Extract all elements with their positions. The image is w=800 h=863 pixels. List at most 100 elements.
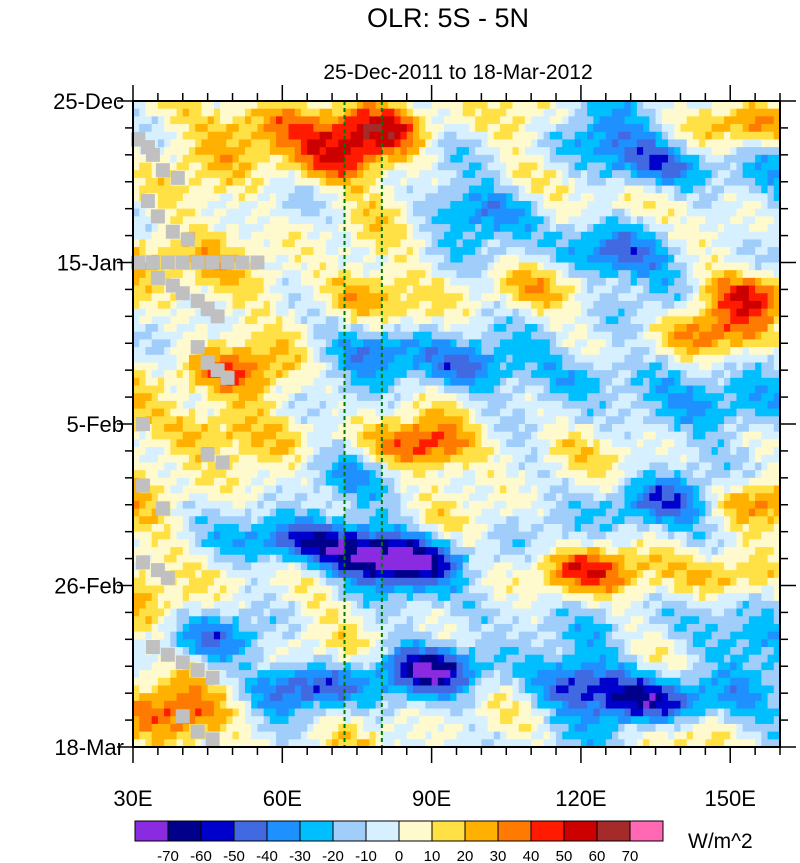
field-cell bbox=[736, 200, 744, 210]
field-cell bbox=[269, 208, 277, 217]
field-cell bbox=[748, 193, 756, 202]
field-cell bbox=[618, 162, 626, 171]
field-cell bbox=[313, 424, 321, 433]
field-cell bbox=[369, 331, 377, 340]
field-cell bbox=[319, 108, 327, 117]
field-cell bbox=[332, 385, 339, 394]
field-cell bbox=[699, 254, 706, 264]
field-cell bbox=[170, 208, 178, 217]
field-cell bbox=[139, 101, 147, 110]
field-cell bbox=[587, 462, 594, 471]
field-cell bbox=[170, 139, 178, 148]
field-cell bbox=[325, 339, 333, 348]
field-cell bbox=[556, 316, 563, 325]
field-cell bbox=[524, 216, 532, 225]
field-cell bbox=[238, 185, 246, 194]
field-cell bbox=[543, 308, 551, 317]
field-cell bbox=[288, 370, 296, 379]
field-cell bbox=[244, 308, 252, 317]
field-cell bbox=[133, 393, 140, 402]
field-cell bbox=[207, 101, 215, 110]
field-cell bbox=[506, 108, 514, 117]
field-cell bbox=[543, 270, 551, 279]
field-cell bbox=[344, 385, 352, 394]
field-cell bbox=[518, 362, 526, 371]
field-cell bbox=[518, 447, 526, 456]
field-cell bbox=[363, 108, 370, 117]
field-cell bbox=[151, 224, 159, 233]
field-cell bbox=[755, 147, 762, 156]
field-cell bbox=[282, 377, 290, 387]
field-cell bbox=[344, 354, 352, 364]
field-cell bbox=[574, 254, 582, 264]
field-cell bbox=[288, 377, 296, 387]
field-cell bbox=[574, 424, 582, 433]
field-cell bbox=[661, 293, 669, 302]
field-cell bbox=[475, 124, 482, 133]
field-cell bbox=[568, 139, 576, 148]
field-cell bbox=[748, 277, 756, 287]
field-cell bbox=[705, 347, 713, 356]
field-cell bbox=[151, 431, 159, 440]
field-cell bbox=[220, 247, 227, 256]
field-cell bbox=[294, 431, 302, 440]
field-cell bbox=[394, 439, 402, 448]
field-cell bbox=[151, 454, 159, 464]
field-cell bbox=[531, 324, 538, 333]
field-cell bbox=[475, 270, 482, 279]
field-cell bbox=[139, 231, 147, 241]
field-cell bbox=[649, 424, 657, 433]
field-cell bbox=[686, 185, 694, 194]
field-cell bbox=[636, 216, 644, 225]
field-cell bbox=[462, 262, 470, 271]
field-cell bbox=[456, 347, 464, 356]
field-cell bbox=[587, 193, 594, 202]
field-cell bbox=[195, 193, 203, 202]
field-cell bbox=[294, 462, 302, 471]
field-cell bbox=[568, 293, 576, 302]
field-cell bbox=[643, 308, 650, 317]
field-cell bbox=[400, 331, 408, 340]
field-cell bbox=[170, 185, 178, 194]
field-cell bbox=[276, 147, 283, 156]
field-cell bbox=[717, 454, 725, 464]
field-cell bbox=[686, 408, 694, 417]
field-cell bbox=[643, 216, 650, 225]
field-cell bbox=[238, 385, 246, 394]
field-cell bbox=[269, 124, 277, 133]
field-cell bbox=[244, 362, 252, 371]
field-cell bbox=[742, 424, 750, 433]
field-cell bbox=[543, 124, 551, 133]
field-cell bbox=[593, 239, 601, 248]
field-cell bbox=[549, 247, 557, 256]
field-cell bbox=[437, 247, 445, 256]
field-cell bbox=[531, 216, 538, 225]
field-cell bbox=[543, 462, 551, 471]
field-cell bbox=[636, 285, 644, 294]
olr-field bbox=[133, 101, 781, 748]
field-cell bbox=[655, 224, 663, 233]
field-cell bbox=[363, 124, 370, 133]
field-cell bbox=[381, 277, 389, 287]
field-cell bbox=[257, 454, 265, 464]
field-cell bbox=[481, 439, 489, 448]
field-cell bbox=[680, 124, 688, 133]
field-cell bbox=[500, 108, 507, 117]
field-cell bbox=[363, 354, 370, 364]
field-cell bbox=[319, 277, 327, 287]
field-cell bbox=[543, 347, 551, 356]
field-cell bbox=[356, 185, 364, 194]
field-cell bbox=[724, 424, 731, 433]
field-cell bbox=[556, 247, 563, 256]
field-cell bbox=[487, 385, 495, 394]
field-cell bbox=[363, 116, 370, 125]
field-cell bbox=[437, 408, 445, 417]
field-cell bbox=[705, 462, 713, 471]
field-cell bbox=[755, 454, 762, 464]
field-cell bbox=[319, 293, 327, 302]
field-cell bbox=[157, 408, 165, 417]
field-cell bbox=[537, 177, 545, 187]
field-cell bbox=[624, 454, 632, 464]
field-cell bbox=[767, 431, 775, 440]
field-cell bbox=[244, 424, 252, 433]
